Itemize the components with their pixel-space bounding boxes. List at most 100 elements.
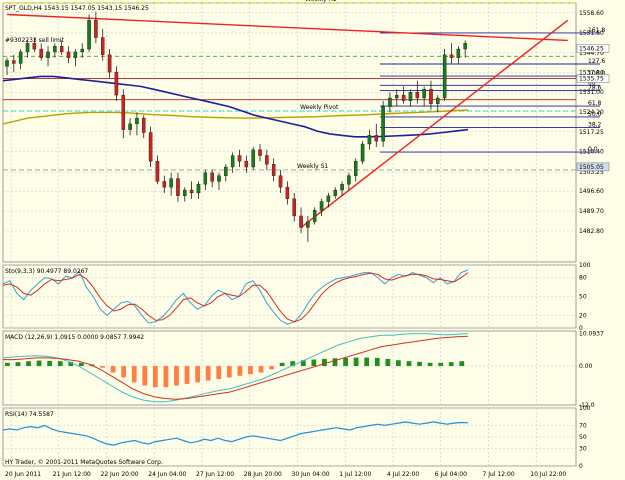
candle-body	[155, 161, 160, 182]
y-tick-label: 80	[579, 275, 587, 282]
y-tick-label: 0	[579, 463, 583, 470]
price-tag-box	[576, 44, 610, 53]
price-tag-label: 1535.75	[579, 76, 604, 83]
candle-body	[66, 51, 71, 58]
candle-body	[429, 89, 433, 104]
fib-label: 161.8	[588, 27, 605, 34]
price-tag-box	[576, 74, 610, 83]
macd-hist-bar	[311, 359, 317, 367]
candle-body	[189, 189, 194, 194]
macd-hist-bar	[374, 357, 380, 367]
fib-label: 88	[588, 79, 596, 86]
price-tag-label: 1546.25	[579, 45, 604, 52]
candle-body	[100, 37, 105, 55]
y-tick-label: 50	[579, 434, 587, 441]
candle-body	[388, 97, 392, 107]
candle-body	[5, 60, 9, 67]
macd-hist-bar	[131, 366, 137, 383]
candle-body	[285, 187, 290, 199]
candle-body	[25, 43, 30, 53]
candle-body	[367, 135, 372, 145]
macd-hist-bar	[406, 361, 412, 367]
level-label: Weekly Pivot	[300, 104, 339, 111]
macd-hist-bar	[195, 366, 200, 383]
candle-body	[422, 89, 426, 99]
macd-hist-bar	[343, 357, 348, 367]
moving-average-blue	[2, 75, 469, 138]
y-tick-label: 1524.20	[579, 109, 604, 116]
y-tick-label: 30	[579, 446, 587, 453]
candle-body	[401, 94, 406, 101]
level-label: Weekly S1	[297, 163, 328, 170]
pane-frame-macd	[2, 330, 577, 406]
y-tick-label: 1496.60	[579, 188, 604, 195]
x-tick-label: 22 Jun 20:00	[101, 471, 139, 478]
candle-body	[442, 54, 447, 99]
fib-label: 78.6	[588, 84, 602, 91]
candle-body	[203, 172, 208, 185]
macd-hist-bar	[459, 361, 465, 367]
trend-line-support	[300, 19, 569, 229]
candle-body	[449, 54, 454, 58]
moving-average-gold	[2, 109, 469, 125]
chart-title: SPT_GLD,H4 1543.15 1547.05 1543.15 1546.…	[5, 5, 149, 12]
x-tick-label: 27 Jun 12:00	[196, 471, 234, 478]
fib-label: 0.0	[588, 146, 598, 153]
x-tick-label: 21 Jun 12:00	[53, 471, 91, 478]
fib-label: 61.8	[588, 100, 602, 107]
candle-body	[463, 43, 467, 50]
candle-body	[408, 92, 413, 101]
y-tick-label: 100	[579, 262, 591, 269]
macd-hist-bar	[26, 361, 31, 367]
macd-hist-bar	[279, 362, 285, 367]
candle-body	[80, 48, 84, 53]
candle-body	[374, 135, 379, 142]
macd-hist-bar	[427, 362, 433, 367]
y-tick-label: 1489.70	[579, 208, 604, 215]
candle-body	[39, 48, 43, 58]
candle-body	[183, 189, 187, 196]
candle-body	[12, 60, 16, 64]
macd-hist-bar	[438, 362, 444, 367]
candle-body	[360, 143, 365, 162]
macd-hist-bar	[100, 366, 105, 368]
fib-label: 50.0	[588, 111, 602, 118]
macd-hist-bar	[15, 362, 21, 367]
macd-hist-bar	[269, 366, 274, 370]
x-tick-label: 30 Jun 04:00	[292, 471, 330, 478]
macd-hist-bar	[205, 366, 211, 381]
macd-hist-bar	[121, 366, 127, 378]
candle-body	[278, 175, 283, 188]
candle-body	[347, 175, 351, 185]
candle-body	[196, 184, 201, 194]
x-tick-label: 6 Jul 04:00	[435, 471, 467, 478]
y-tick-label: 1517.25	[579, 129, 604, 136]
macd-main-line	[2, 333, 469, 403]
y-tick-label: -12.0	[579, 402, 595, 409]
y-tick-label: 1531.00	[579, 89, 604, 96]
candle-body	[292, 198, 296, 217]
candle-body	[299, 215, 303, 228]
macd-hist-bar	[237, 366, 243, 376]
y-tick-label: 1482.80	[579, 228, 604, 235]
stoch-title: Sto(9,3,3) 90.4977 89.0267	[5, 268, 88, 275]
macd-hist-bar	[152, 366, 158, 388]
macd-hist-bar	[396, 360, 401, 367]
macd-hist-bar	[216, 366, 222, 380]
level-label: Weekly R1	[305, 0, 337, 3]
y-tick-label: 1544.70	[579, 50, 604, 57]
x-tick-label: 28 Jun 20:00	[244, 471, 282, 478]
candle-body	[217, 175, 221, 182]
y-tick-label: 20	[579, 312, 587, 319]
macd-hist-bar	[248, 366, 253, 375]
candle-body	[456, 48, 461, 58]
candle-body	[18, 51, 23, 64]
fib-label: 100.0	[588, 70, 605, 77]
macd-hist-bar	[226, 366, 232, 378]
price-tag-box	[576, 162, 610, 172]
candle-body	[128, 123, 132, 130]
macd-hist-bar	[290, 361, 296, 367]
candle-body	[162, 181, 167, 188]
macd-hist-bar	[258, 366, 264, 373]
candle-body	[135, 117, 139, 125]
